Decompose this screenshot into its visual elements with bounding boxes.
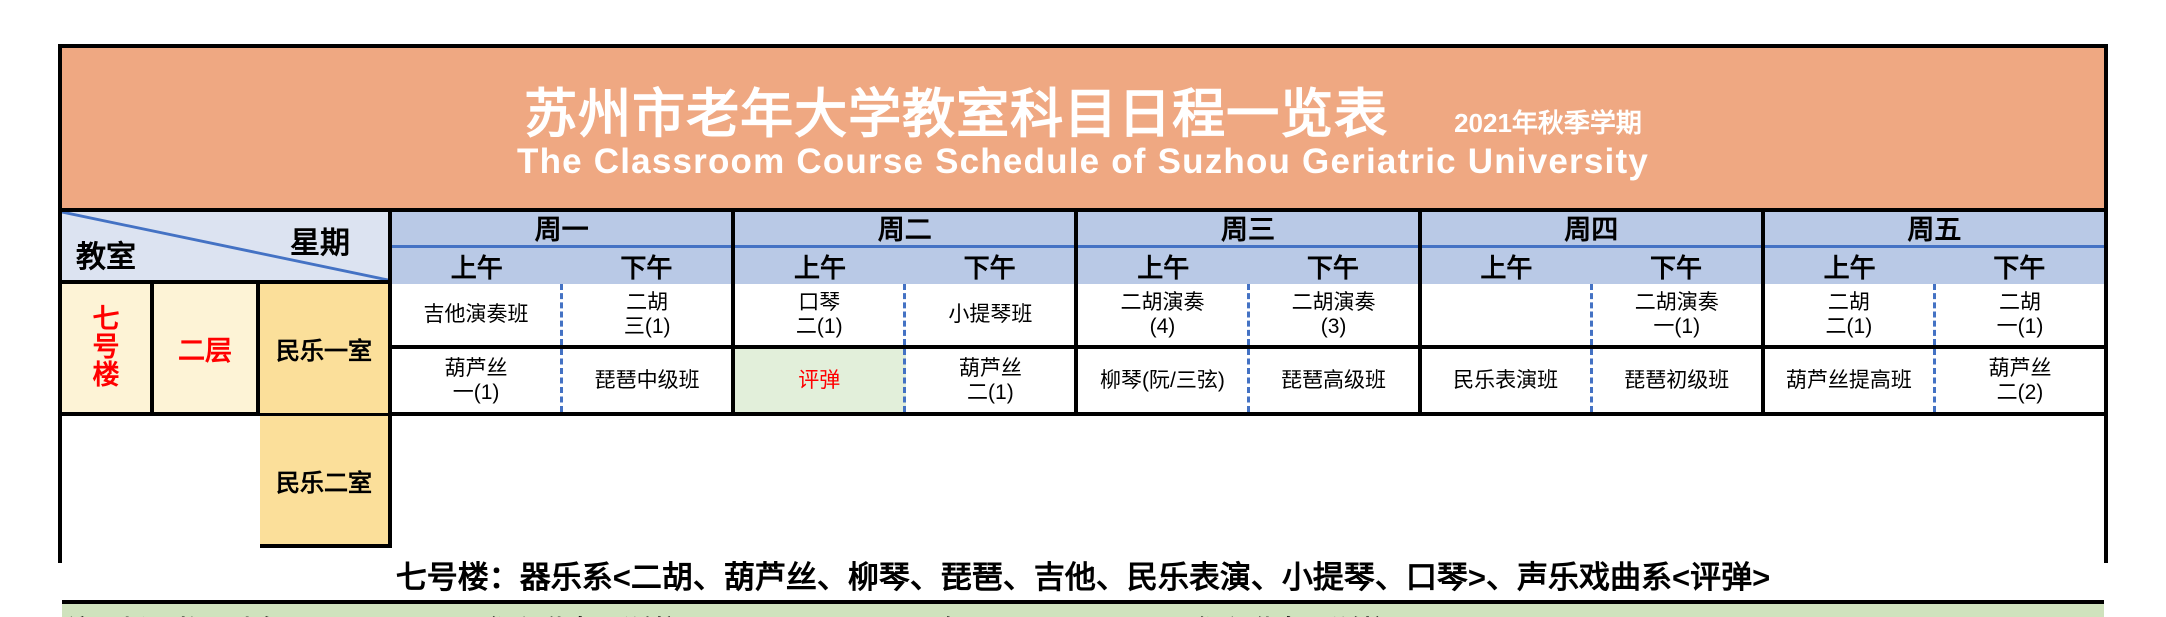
cell-r1-wed-pm[interactable]: 二胡演奏 (3) (1249, 284, 1418, 345)
cell-r1-wed-am[interactable]: 二胡演奏 (4) (1078, 284, 1250, 345)
session-am-thursday: 上午 (1480, 253, 1533, 283)
row2-tuesday: 评弹 葫芦丝 二(1) (735, 349, 1079, 416)
cell-r2-mon-am[interactable]: 葫芦丝 一(1) (392, 349, 564, 412)
table-row: 吉他演奏班 二胡 三(1) 口琴 二(1) 小提琴班 二胡演奏 (4) 二胡演奏 (3) (392, 284, 2105, 349)
cell-r1-thu-am[interactable] (1421, 284, 1593, 345)
day-header-thursday: 周四 上午 下午 (1421, 212, 1765, 285)
row1-wednesday: 二胡演奏 (4) 二胡演奏 (3) (1078, 284, 1422, 349)
cell-r2-thu-pm[interactable]: 琵琶初级班 (1592, 349, 1761, 412)
title-row: 苏州市老年大学教室科目日程一览表 2021年秋季学期 (62, 72, 2104, 148)
cell-r2-fri-am[interactable]: 葫芦丝提高班 (1764, 349, 1936, 412)
cell-r2-wed-am[interactable]: 柳琴(阮/三弦) (1078, 349, 1250, 412)
session-header-thursday: 上午 下午 (1421, 248, 1761, 285)
department-note: 七号楼：器乐系<二胡、葫芦丝、柳琴、琵琶、吉他、民乐表演、小提琴、口琴>、声乐戏… (62, 548, 2104, 604)
row1-friday: 二胡 二(1) 二胡 一(1) (1764, 284, 2105, 349)
session-header-tuesday: 上午 下午 (735, 248, 1075, 285)
floor-label-cell: 二层 (154, 284, 260, 416)
row2-monday: 葫芦丝 一(1) 琵琶中级班 (392, 349, 736, 416)
corner-header: 星期 教室 (62, 212, 392, 284)
session-pm-wednesday: 下午 (1306, 253, 1359, 283)
session-header-monday: 上午 下午 (392, 248, 732, 285)
cell-r2-thu-am[interactable]: 民乐表演班 (1421, 349, 1593, 412)
room-name-1: 民乐一室 (260, 284, 392, 416)
room-name-column: 民乐一室 民乐二室 (260, 284, 392, 548)
day-name-friday: 周五 (1764, 212, 2105, 248)
schedule-grid: 星期 教室 周一 上午 下午 周二 上午 下午 (62, 212, 2105, 617)
schedule-sheet: 苏州市老年大学教室科目日程一览表 2021年秋季学期 The Classroom… (58, 44, 2108, 617)
cell-r2-wed-pm[interactable]: 琵琶高级班 (1249, 349, 1418, 412)
header-row: 星期 教室 周一 上午 下午 周二 上午 下午 (62, 212, 2105, 285)
cell-r1-mon-pm[interactable]: 二胡 三(1) (563, 284, 732, 345)
room-axis-label: 教室 (76, 241, 136, 274)
cell-r1-fri-am[interactable]: 二胡 二(1) (1764, 284, 1936, 345)
row2-friday: 葫芦丝提高班 葫芦丝 二(2) (1764, 349, 2105, 416)
cell-r1-tue-pm[interactable]: 小提琴班 (906, 284, 1075, 345)
page-subtitle-english: The Classroom Course Schedule of Suzhou … (517, 142, 1649, 181)
building-label: 七 号 楼 (92, 304, 120, 390)
session-header-friday: 上午 下午 (1764, 248, 2105, 285)
day-name-monday: 周一 (392, 212, 732, 248)
term-label: 2021年秋季学期 (1454, 108, 1642, 138)
row2-thursday: 民乐表演班 琵琶初级班 (1421, 349, 1765, 416)
cell-r1-tue-am[interactable]: 口琴 二(1) (735, 284, 907, 345)
time-note: 注：上课时间：上午9：00——9：45，（课间休息15分钟）10：00——10：… (62, 604, 2104, 617)
day-name-tuesday: 周二 (735, 212, 1075, 248)
schedule-body: 七 号 楼 二层 民乐一室 民乐二室 吉他演奏班 二胡 三(1) (62, 284, 2105, 548)
diagonal-divider-icon (62, 212, 388, 280)
session-am-tuesday: 上午 (794, 253, 847, 283)
session-header-wednesday: 上午 下午 (1078, 248, 1418, 285)
cell-r2-tue-pm[interactable]: 葫芦丝 二(1) (906, 349, 1075, 412)
page-title: 苏州市老年大学教室科目日程一览表 (524, 85, 1389, 144)
row2-wednesday: 柳琴(阮/三弦) 琵琶高级班 (1078, 349, 1422, 416)
cell-r2-fri-pm[interactable]: 葫芦丝 二(2) (1935, 349, 2105, 412)
cell-r2-mon-pm[interactable]: 琵琶中级班 (563, 349, 732, 412)
day-name-wednesday: 周三 (1078, 212, 1418, 248)
session-am-friday: 上午 (1823, 253, 1876, 283)
building-label-cell: 七 号 楼 (62, 284, 154, 416)
schedule-cells: 吉他演奏班 二胡 三(1) 口琴 二(1) 小提琴班 二胡演奏 (4) 二胡演奏 (3) (392, 284, 2105, 548)
table-row: 葫芦丝 一(1) 琵琶中级班 评弹 葫芦丝 二(1) 柳琴(阮/三弦) 琵琶高级班 (392, 349, 2105, 416)
room-name-2: 民乐二室 (260, 416, 392, 548)
session-pm-monday: 下午 (620, 253, 673, 283)
session-pm-friday: 下午 (1993, 253, 2046, 283)
row1-thursday: 二胡演奏 一(1) (1421, 284, 1765, 349)
day-name-thursday: 周四 (1421, 212, 1761, 248)
session-am-monday: 上午 (450, 253, 503, 283)
day-header-wednesday: 周三 上午 下午 (1078, 212, 1422, 285)
row1-monday: 吉他演奏班 二胡 三(1) (392, 284, 736, 349)
cell-r1-mon-am[interactable]: 吉他演奏班 (392, 284, 564, 345)
week-axis-label: 星期 (290, 227, 350, 260)
cell-r1-fri-pm[interactable]: 二胡 一(1) (1935, 284, 2105, 345)
session-pm-tuesday: 下午 (963, 253, 1016, 283)
day-header-tuesday: 周二 上午 下午 (735, 212, 1079, 285)
day-header-friday: 周五 上午 下午 (1764, 212, 2105, 285)
day-header-monday: 周一 上午 下午 (392, 212, 736, 285)
cell-r1-thu-pm[interactable]: 二胡演奏 一(1) (1592, 284, 1761, 345)
session-pm-thursday: 下午 (1650, 253, 1703, 283)
title-banner: 苏州市老年大学教室科目日程一览表 2021年秋季学期 The Classroom… (62, 48, 2104, 212)
row1-tuesday: 口琴 二(1) 小提琴班 (735, 284, 1079, 349)
session-am-wednesday: 上午 (1137, 253, 1190, 283)
cell-r2-tue-am[interactable]: 评弹 (735, 349, 907, 412)
